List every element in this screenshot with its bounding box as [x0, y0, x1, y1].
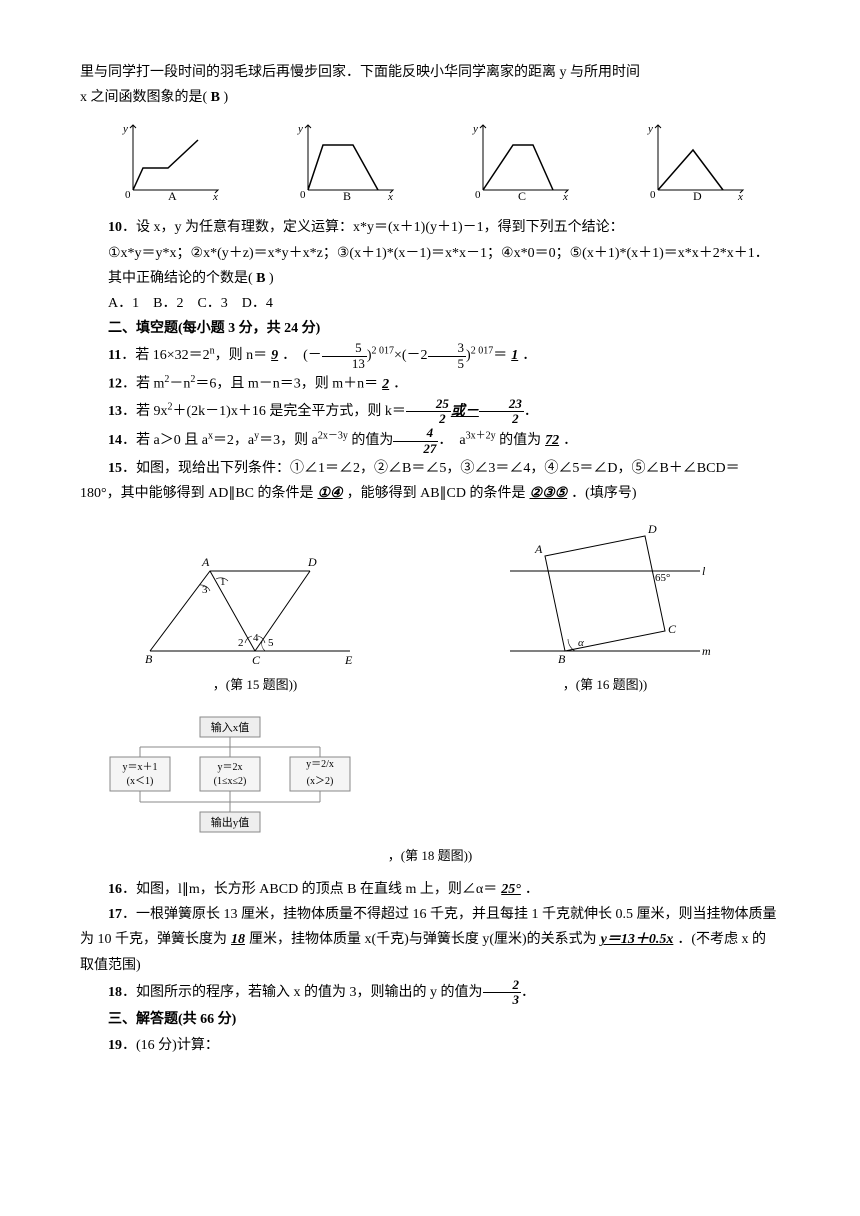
- frac: 232: [479, 397, 524, 427]
- svg-text:A: A: [168, 189, 177, 200]
- svg-text:E: E: [344, 653, 353, 667]
- svg-text:输出y值: 输出y值: [211, 815, 250, 829]
- svg-text:x: x: [737, 191, 743, 200]
- fig-18-svg: 输入x值 y＝x＋1 (x＜1) y＝2x (1≤x≤2) y＝2/x (x＞2…: [80, 712, 380, 842]
- chart-a: y x 0 A: [113, 120, 223, 200]
- svg-text:D: D: [693, 189, 702, 200]
- svg-text:m: m: [702, 644, 711, 658]
- fig-row-15-16: B A D C E 1 3 2 4 5 ，(第 15 题图)) l m A D: [80, 521, 780, 696]
- svg-text:x: x: [387, 191, 393, 200]
- q16: 16．如图，l∥m，长方形 ABCD 的顶点 B 在直线 m 上，则∠α＝25°…: [80, 877, 780, 902]
- charts-row: y x 0 A y x 0 B y x 0 C: [80, 120, 780, 200]
- fig-18: 输入x值 y＝x＋1 (x＜1) y＝2x (1≤x≤2) y＝2/x (x＞2…: [80, 712, 780, 867]
- chart-c-svg: y x 0 C: [463, 120, 573, 200]
- fig-15-svg: B A D C E 1 3 2 4 5: [140, 551, 370, 671]
- svg-text:y＝x＋1: y＝x＋1: [123, 762, 158, 773]
- q18: 18．如图所示的程序，若输入 x 的值为 3，则输出的 y 的值为23．: [80, 978, 780, 1008]
- q10: 10．设 x，y 为任意有理数，定义运算：x*y＝(x＋1)(y＋1)－1，得到…: [80, 215, 780, 240]
- svg-text:B: B: [145, 652, 153, 666]
- frac: 252: [406, 397, 451, 427]
- chart-d-svg: y x 0 D: [638, 120, 748, 200]
- svg-text:(x＞2): (x＞2): [307, 776, 334, 787]
- q11: 11．若 16×32＝2n，则 n＝9． (－513)2 017×(－235)2…: [80, 341, 780, 371]
- svg-text:l: l: [702, 564, 706, 578]
- q13: 13．若 9x2＋(2k－1)x＋16 是完全平方式，则 k＝252或－232．: [80, 397, 780, 427]
- svg-text:y: y: [647, 123, 653, 135]
- frac: 513: [322, 341, 367, 371]
- fig-15: B A D C E 1 3 2 4 5 ，(第 15 题图)): [140, 551, 370, 696]
- svg-text:0: 0: [125, 189, 131, 200]
- svg-text:5: 5: [268, 637, 274, 649]
- section-3-title: 三、解答题(共 66 分): [80, 1007, 780, 1032]
- q12: 12．若 m2－n2＝6，且 m－n＝3，则 m＋n＝2．: [80, 371, 780, 397]
- svg-text:(1≤x≤2): (1≤x≤2): [214, 776, 247, 787]
- svg-text:y＝2x: y＝2x: [218, 762, 243, 773]
- frac: 23: [483, 978, 522, 1008]
- svg-text:B: B: [558, 652, 566, 666]
- chart-d: y x 0 D: [638, 120, 748, 200]
- svg-text:y: y: [122, 123, 128, 135]
- svg-text:x: x: [562, 191, 568, 200]
- svg-text:α: α: [578, 637, 584, 649]
- fig-16: l m A D C B 65° α ，(第 16 题图)): [490, 521, 720, 696]
- svg-text:C: C: [518, 189, 526, 200]
- svg-text:(x＜1): (x＜1): [127, 776, 154, 787]
- svg-text:0: 0: [650, 189, 656, 200]
- q10-prompt: 其中正确结论的个数是( B ): [80, 266, 780, 291]
- svg-text:2: 2: [238, 637, 244, 649]
- intro-paragraph: 里与同学打一段时间的羽毛球后再慢步回家．下面能反映小华同学离家的距离 y 与所用…: [80, 60, 780, 110]
- svg-text:x: x: [212, 191, 218, 200]
- svg-text:输入x值: 输入x值: [211, 720, 250, 734]
- svg-text:y: y: [297, 123, 303, 135]
- svg-text:4: 4: [253, 632, 259, 644]
- q14: 14．若 a＞0 且 ax＝2，ay＝3，则 a2x－3y 的值为427． a3…: [80, 426, 780, 456]
- q15: 15．如图，现给出下列条件：①∠1＝∠2，②∠B＝∠5，③∠3＝∠4，④∠5＝∠…: [80, 456, 780, 506]
- q10-items: ①x*y＝y*x；②x*(y＋z)＝x*y＋x*z；③(x＋1)*(x－1)＝x…: [80, 241, 780, 266]
- chart-b: y x 0 B: [288, 120, 398, 200]
- svg-text:A: A: [534, 542, 543, 556]
- svg-text:y＝2/x: y＝2/x: [306, 759, 334, 770]
- svg-text:D: D: [307, 555, 317, 569]
- q17: 17．一根弹簧原长 13 厘米，挂物体质量不得超过 16 千克，并且每挂 1 千…: [80, 902, 780, 978]
- chart-c: y x 0 C: [463, 120, 573, 200]
- svg-text:B: B: [343, 189, 351, 200]
- frac: 427: [393, 426, 438, 456]
- svg-text:A: A: [201, 555, 210, 569]
- svg-text:0: 0: [300, 189, 306, 200]
- section-2-title: 二、填空题(每小题 3 分，共 24 分): [80, 316, 780, 341]
- svg-text:y: y: [472, 123, 478, 135]
- chart-a-svg: y x 0 A: [113, 120, 223, 200]
- svg-text:C: C: [252, 653, 261, 667]
- fig-16-svg: l m A D C B 65° α: [490, 521, 720, 671]
- svg-text:D: D: [647, 522, 657, 536]
- svg-text:65°: 65°: [655, 572, 670, 584]
- q19: 19．(16 分)计算：: [80, 1033, 780, 1058]
- svg-text:0: 0: [475, 189, 481, 200]
- chart-b-svg: y x 0 B: [288, 120, 398, 200]
- q10-options: A．1 B．2 C．3 D．4: [80, 291, 780, 316]
- svg-text:C: C: [668, 622, 677, 636]
- frac: 35: [428, 341, 467, 371]
